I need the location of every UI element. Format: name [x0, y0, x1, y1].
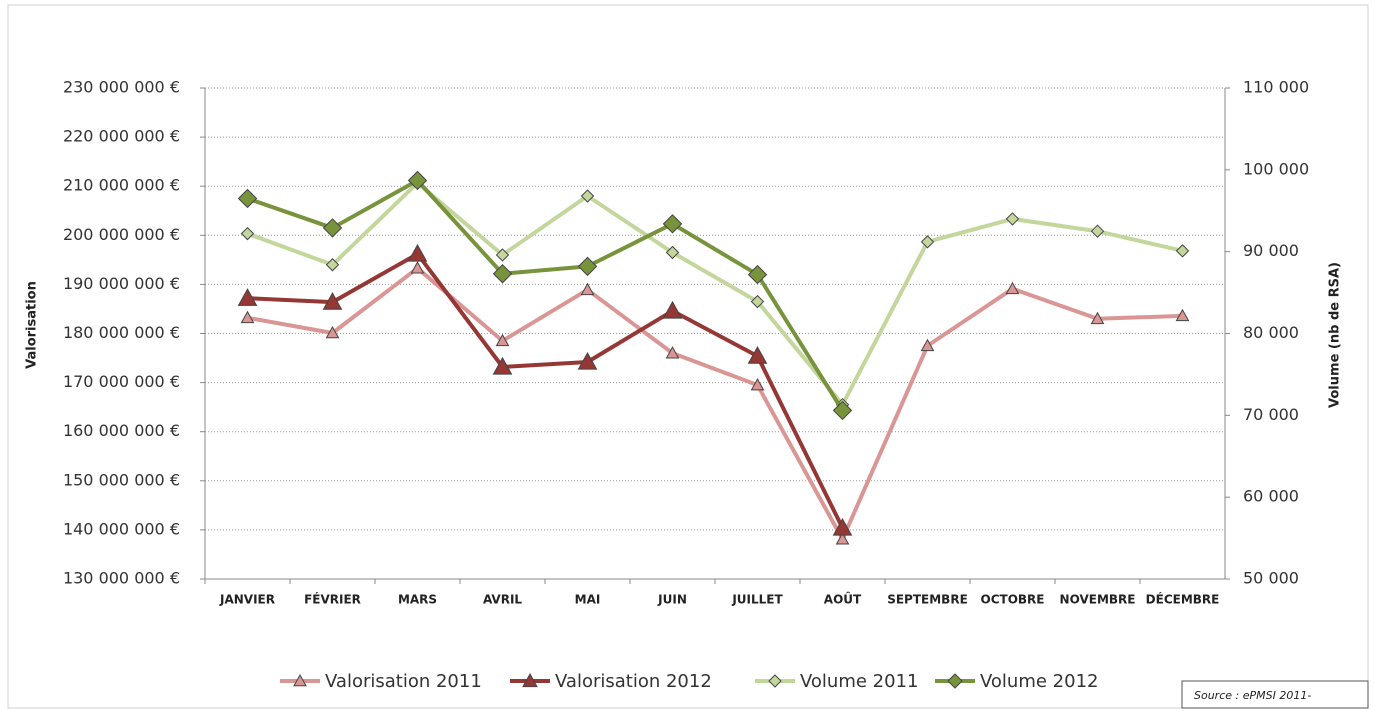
chart-border [7, 4, 1369, 709]
data-point [1090, 311, 1105, 325]
data-point [747, 346, 768, 364]
x-tick-label: NOVEMBRE [1060, 593, 1136, 607]
data-point [920, 235, 935, 249]
x-tick-label: DÉCEMBRE [1146, 592, 1220, 607]
series-line [247, 251, 845, 529]
data-point [495, 248, 510, 262]
legend-marker [768, 674, 782, 688]
y2-tick-label: 50 000 [1243, 569, 1299, 588]
x-tick-label: MARS [398, 593, 437, 607]
data-point [1005, 281, 1020, 295]
y-tick-label: 210 000 000 € [63, 176, 180, 195]
data-point [920, 338, 935, 352]
data-point [580, 189, 595, 203]
data-point [495, 333, 510, 347]
data-point [1175, 308, 1190, 322]
x-tick-label: OCTOBRE [981, 593, 1045, 607]
x-tick-label: AVRIL [483, 593, 522, 607]
x-tick-label: JUILLET [731, 593, 783, 607]
y-tick-label: 180 000 000 € [63, 323, 180, 342]
data-point [237, 188, 258, 209]
data-point [1175, 244, 1190, 258]
y2-tick-label: 70 000 [1243, 405, 1299, 424]
legend-marker [293, 673, 307, 687]
y2-axis-title: Volume (nb de RSA) [1328, 262, 1343, 408]
data-point [580, 282, 595, 296]
series-line [247, 266, 1183, 542]
y-tick-label: 130 000 000 € [63, 569, 180, 588]
data-point [832, 517, 853, 536]
y-axis-title: Valorisation [25, 281, 40, 369]
y-tick-label: 170 000 000 € [63, 372, 180, 391]
data-point [407, 243, 428, 262]
data-point [322, 218, 343, 238]
x-tick-label: SEPTEMBRE [887, 593, 968, 607]
legend-label: Volume 2012 [980, 671, 1098, 692]
y-tick-label: 150 000 000 € [63, 470, 180, 489]
source-note: Source : ePMSI 2011- [1194, 689, 1311, 702]
y-tick-label: 190 000 000 € [63, 274, 180, 293]
data-point [750, 378, 765, 391]
legend-label: Volume 2011 [800, 671, 918, 692]
data-point [577, 351, 598, 370]
data-point [750, 294, 765, 309]
data-point [322, 292, 343, 310]
y2-tick-label: 90 000 [1243, 241, 1299, 260]
y2-tick-label: 100 000 [1243, 159, 1309, 178]
data-point [747, 264, 768, 285]
data-point [410, 261, 425, 274]
data-point [1090, 224, 1105, 238]
data-point [240, 310, 255, 324]
data-point [407, 170, 428, 191]
y2-tick-label: 110 000 [1243, 78, 1309, 97]
y-tick-label: 160 000 000 € [63, 421, 180, 440]
legend-label: Valorisation 2011 [325, 671, 482, 692]
data-point [832, 400, 853, 421]
x-tick-label: JANVIER [219, 593, 275, 607]
y-tick-label: 200 000 000 € [63, 225, 180, 244]
data-point [1005, 212, 1020, 226]
data-point [237, 288, 258, 306]
data-point [325, 325, 340, 339]
x-tick-label: FÉVRIER [304, 592, 361, 607]
data-point [665, 245, 680, 260]
y-tick-label: 140 000 000 € [63, 519, 180, 538]
legend-marker [947, 673, 963, 689]
series-line [246, 180, 1183, 407]
legend-marker [522, 672, 538, 688]
legend-label: Valorisation 2012 [555, 671, 712, 692]
data-point [577, 256, 598, 277]
data-point [492, 264, 513, 284]
y2-tick-label: 80 000 [1243, 323, 1299, 342]
x-tick-label: AOÛT [824, 592, 862, 607]
data-point [662, 214, 683, 234]
data-point [492, 356, 513, 375]
y2-tick-label: 60 000 [1243, 487, 1299, 506]
source-box [1181, 680, 1369, 709]
x-tick-label: JUIN [657, 593, 687, 607]
series-line [246, 178, 845, 412]
data-point [240, 226, 255, 241]
data-point [662, 300, 683, 319]
y-tick-label: 220 000 000 € [63, 127, 180, 146]
y-tick-label: 230 000 000 € [63, 78, 180, 97]
data-point [325, 258, 340, 272]
data-point [835, 532, 850, 545]
x-tick-label: MAI [575, 593, 601, 607]
data-point [665, 346, 680, 359]
